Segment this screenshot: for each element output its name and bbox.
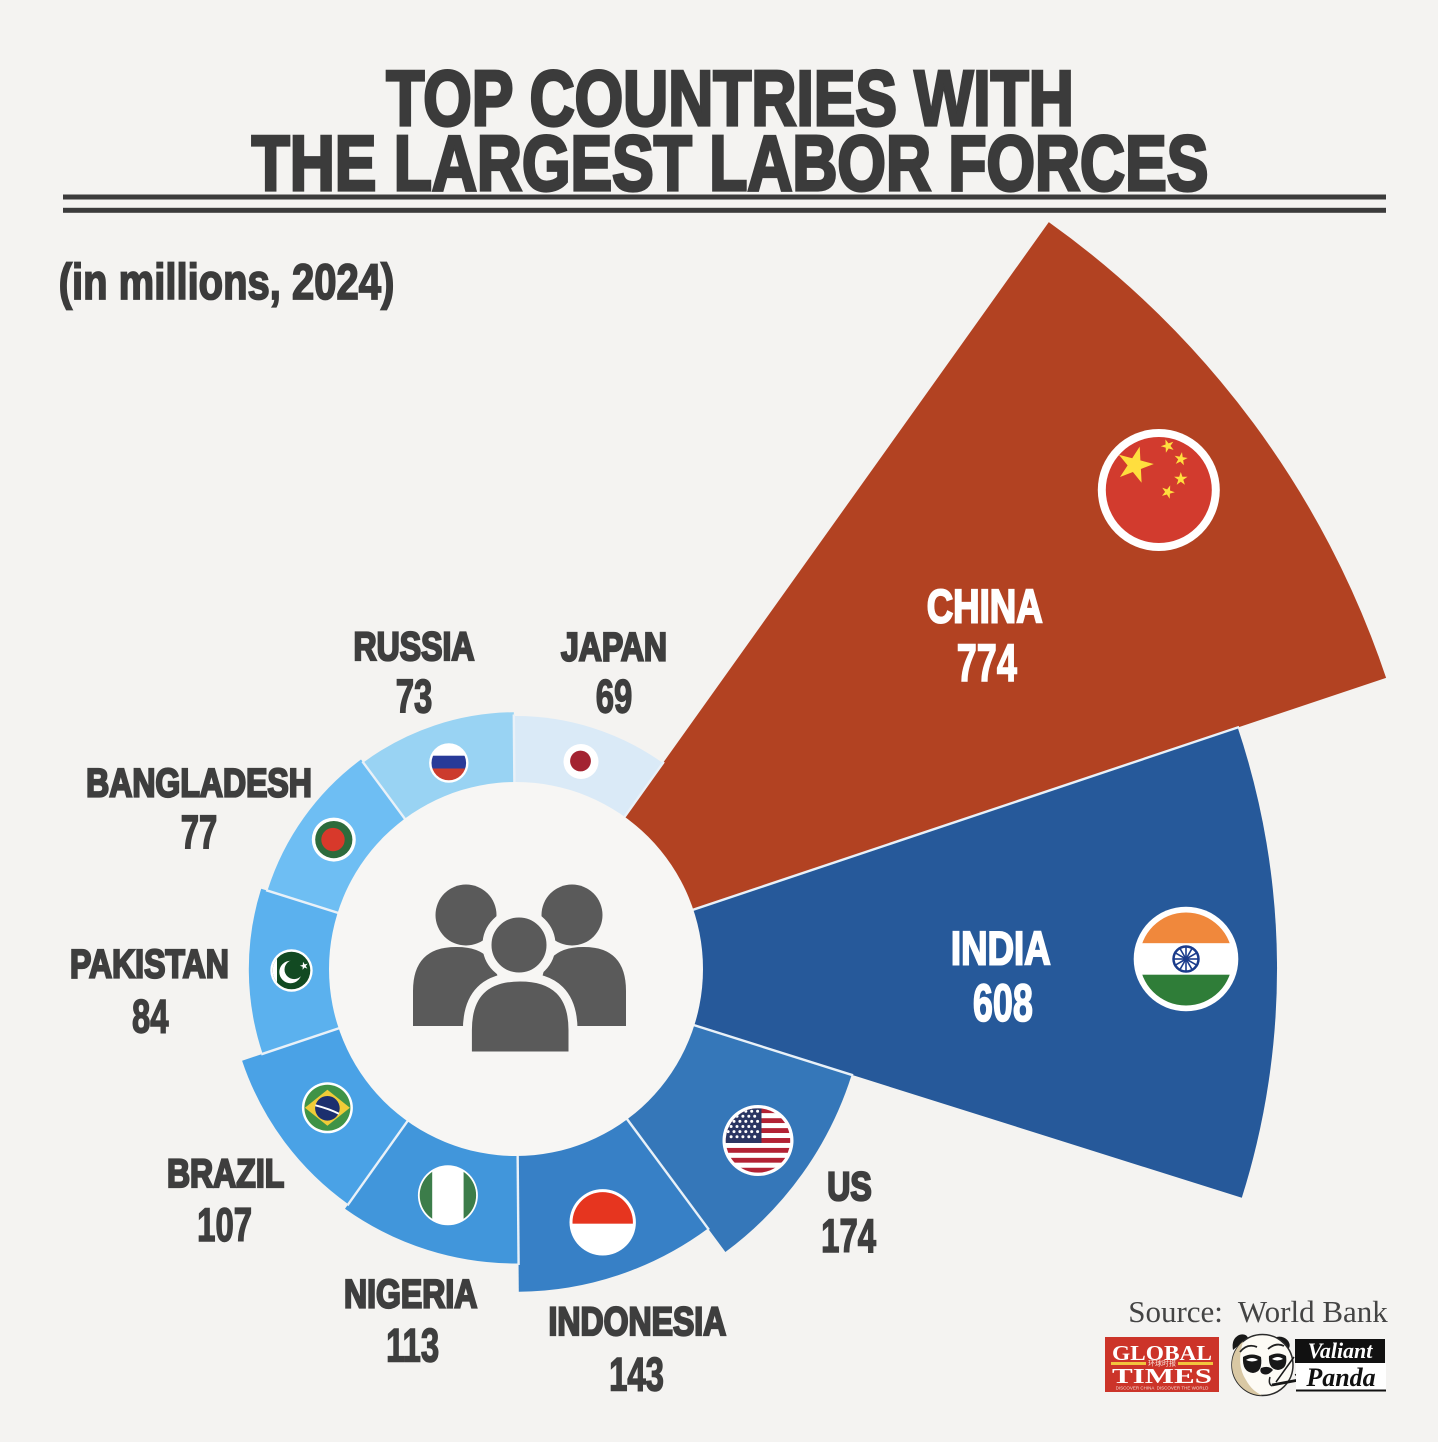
svg-text:JAPAN: JAPAN xyxy=(561,624,667,669)
svg-text:PAKISTAN: PAKISTAN xyxy=(70,941,229,986)
svg-text:113: 113 xyxy=(386,1319,439,1372)
svg-text:环球时报: 环球时报 xyxy=(1148,1359,1176,1368)
svg-text:107: 107 xyxy=(197,1198,252,1251)
svg-text:174: 174 xyxy=(821,1209,876,1262)
svg-text:Source: World Bank: Source: World Bank xyxy=(1128,1294,1388,1329)
svg-text:143: 143 xyxy=(609,1347,664,1400)
svg-text:US: US xyxy=(827,1164,871,1209)
svg-text:GLOBAL: GLOBAL xyxy=(1112,1341,1212,1365)
svg-text:73: 73 xyxy=(396,670,433,723)
svg-text:CHINA: CHINA xyxy=(927,580,1043,632)
svg-text:84: 84 xyxy=(132,989,169,1042)
svg-text:NIGERIA: NIGERIA xyxy=(344,1271,477,1316)
svg-text:DISCOVER CHINA DISCOVER THE W: DISCOVER CHINA DISCOVER THE WORLD xyxy=(1116,1386,1209,1391)
svg-text:Panda: Panda xyxy=(1305,1363,1375,1392)
svg-text:77: 77 xyxy=(181,806,218,859)
svg-text:INDIA: INDIA xyxy=(951,922,1051,974)
svg-text:TIMES: TIMES xyxy=(1112,1364,1212,1388)
svg-text:Valiant: Valiant xyxy=(1308,1338,1374,1363)
svg-text:BANGLADESH: BANGLADESH xyxy=(86,760,312,805)
svg-text:BRAZIL: BRAZIL xyxy=(167,1151,284,1196)
svg-text:774: 774 xyxy=(957,633,1017,693)
svg-text:RUSSIA: RUSSIA xyxy=(354,624,475,669)
svg-text:TOP COUNTRIES WITH: TOP COUNTRIES WITH xyxy=(386,54,1074,141)
svg-text:608: 608 xyxy=(973,973,1033,1033)
svg-text:69: 69 xyxy=(596,670,633,723)
svg-text:INDONESIA: INDONESIA xyxy=(549,1298,727,1343)
svg-text:THE LARGEST LABOR FORCES: THE LARGEST LABOR FORCES xyxy=(252,119,1209,206)
svg-text:(in millions, 2024): (in millions, 2024) xyxy=(59,254,395,310)
